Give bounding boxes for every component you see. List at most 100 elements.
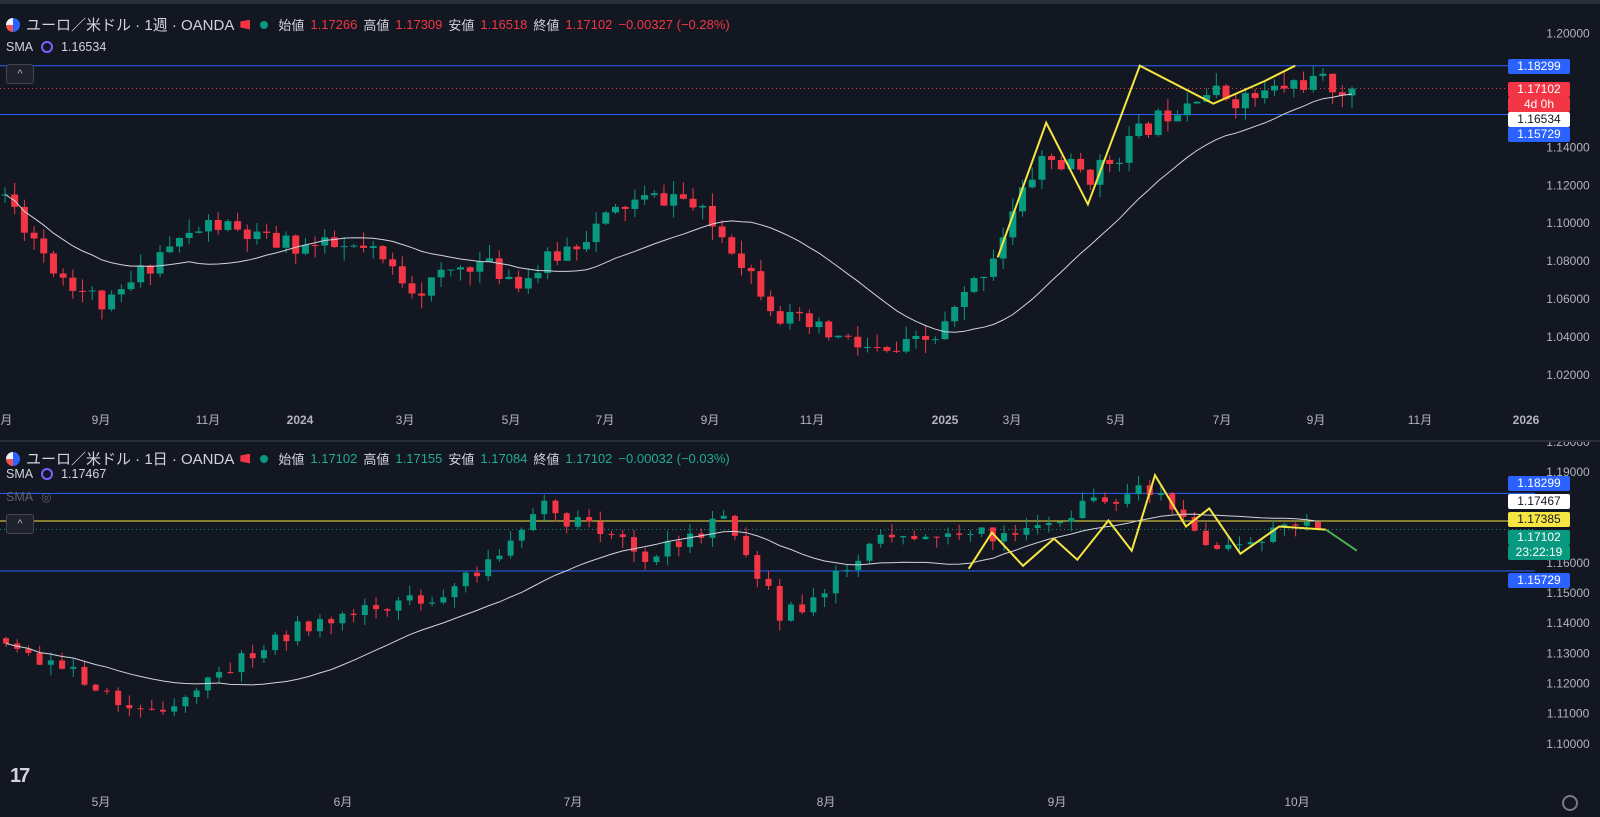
- candle-body: [689, 198, 697, 208]
- candle-body: [941, 321, 949, 340]
- pane-divider[interactable]: [0, 440, 1600, 442]
- hidden-eye-icon[interactable]: ◎: [41, 490, 52, 504]
- alert-flag-icon[interactable]: [240, 19, 251, 30]
- candle-body: [1338, 92, 1346, 96]
- candle-body: [805, 313, 813, 328]
- candle-body: [1329, 73, 1337, 93]
- candle-body: [670, 194, 678, 206]
- candle-body: [524, 278, 532, 289]
- candle-body: [912, 335, 920, 339]
- candle-body: [305, 621, 312, 632]
- alert-flag-icon[interactable]: [240, 453, 251, 464]
- time-axis-label: 9月: [92, 413, 111, 427]
- candle-body: [1315, 521, 1321, 530]
- low-value: 1.16518: [480, 17, 528, 32]
- candle-body: [418, 293, 426, 296]
- candle-body: [115, 690, 122, 706]
- candle-body: [20, 206, 28, 233]
- candle-body: [592, 223, 600, 243]
- candle-body: [825, 321, 833, 338]
- candle-body: [776, 311, 784, 324]
- candle-body: [108, 294, 116, 310]
- sma-label: SMA: [6, 40, 34, 54]
- daily-sma-legend[interactable]: SMA 1.17467: [6, 467, 106, 481]
- candle-body: [417, 595, 424, 604]
- daily-chart-pane[interactable]: 1.20000 1.19000 1.16000 1.15000 1.14000 1.130…: [0, 442, 1600, 817]
- candle-body: [553, 251, 561, 261]
- candle-body: [204, 677, 211, 691]
- price-tick-label: 1.10000: [1546, 216, 1590, 230]
- candle-body: [81, 666, 88, 685]
- sma-settings-icon[interactable]: [41, 41, 54, 53]
- candle-body: [515, 276, 523, 289]
- candle-body: [1225, 544, 1232, 549]
- weekly-sma-legend[interactable]: SMA 1.16534: [6, 40, 106, 54]
- price-tick-label: 1.19000: [1546, 465, 1590, 479]
- candle-body: [922, 335, 930, 340]
- candle-body: [989, 258, 997, 277]
- candle-body: [776, 585, 783, 621]
- time-axis-label: 6月: [334, 795, 353, 809]
- daily-symbol-title[interactable]: ユーロ／米ドル · 1日 · OANDA: [26, 451, 235, 468]
- candle-body: [451, 586, 458, 598]
- candle-body: [641, 195, 649, 200]
- candle-body: [720, 515, 727, 519]
- weekly-chart-canvas[interactable]: 1.20000 1.14000 1.12000 1.10000 1.08000 1.060…: [0, 4, 1600, 441]
- price-tick-label: 1.11000: [1547, 707, 1590, 721]
- candle-body: [796, 311, 804, 314]
- candle-body: [195, 231, 203, 233]
- daily-chart-canvas[interactable]: 1.200001.190001.160001.150001.140001.130…: [0, 442, 1600, 817]
- daily-collapse-button[interactable]: ^: [6, 514, 34, 534]
- weekly-chart-pane[interactable]: 1.20000 1.14000 1.12000 1.10000 1.08000 1.060…: [0, 4, 1600, 441]
- candle-body: [36, 652, 43, 665]
- candle-body: [1106, 159, 1114, 164]
- candle-body: [1077, 158, 1085, 170]
- weekly-zigzag-drawing: [996, 64, 1296, 258]
- candle-body: [541, 500, 548, 515]
- candle-body: [1023, 527, 1030, 535]
- candle-body: [316, 619, 323, 632]
- price-tag: 1.15729: [1508, 127, 1570, 142]
- candle-body: [664, 541, 671, 557]
- candle-body: [427, 277, 435, 296]
- weekly-symbol-title[interactable]: ユーロ／米ドル · 1週 · OANDA: [26, 17, 235, 34]
- candle-body: [970, 278, 978, 292]
- time-axis-label: 11月: [196, 413, 220, 427]
- candle-body: [294, 621, 301, 642]
- price-tag: 1.18299: [1508, 59, 1570, 74]
- time-axis-label: 2025: [932, 413, 959, 427]
- candle-body: [214, 219, 222, 230]
- candle-body: [931, 339, 939, 341]
- weekly-collapse-button[interactable]: ^: [6, 64, 34, 84]
- candle-body: [40, 238, 48, 254]
- candle-body: [1290, 80, 1298, 89]
- candle-body: [137, 708, 144, 710]
- candle-body: [679, 194, 687, 199]
- candle-body: [408, 283, 416, 294]
- candle-body: [1113, 501, 1120, 504]
- price-tick-label: 1.15000: [1546, 586, 1590, 600]
- candle-body: [1009, 211, 1017, 238]
- candle-body: [844, 570, 851, 572]
- candle-body: [653, 556, 660, 563]
- close-label: 終値: [533, 18, 560, 33]
- candle-body: [260, 650, 267, 659]
- sma-settings-icon[interactable]: [41, 468, 54, 480]
- candle-body: [1348, 88, 1356, 96]
- tradingview-logo[interactable]: 17: [10, 765, 30, 787]
- daily-sma2-legend[interactable]: SMA ◎: [6, 490, 52, 504]
- time-axis-label: 2026: [1513, 413, 1540, 427]
- candle-body: [631, 199, 639, 209]
- candle-body: [630, 537, 637, 552]
- candle-body: [747, 267, 755, 272]
- candle-body: [283, 634, 290, 642]
- candle-body: [1247, 542, 1254, 545]
- sma-label: SMA: [6, 467, 34, 481]
- candle-body: [787, 604, 794, 621]
- high-value: 1.17155: [395, 451, 443, 466]
- candle-body: [47, 660, 54, 665]
- candle-body: [563, 246, 571, 261]
- time-axis-label: 3月: [396, 413, 415, 427]
- settings-gear-icon[interactable]: [1562, 795, 1578, 811]
- candle-body: [216, 672, 223, 678]
